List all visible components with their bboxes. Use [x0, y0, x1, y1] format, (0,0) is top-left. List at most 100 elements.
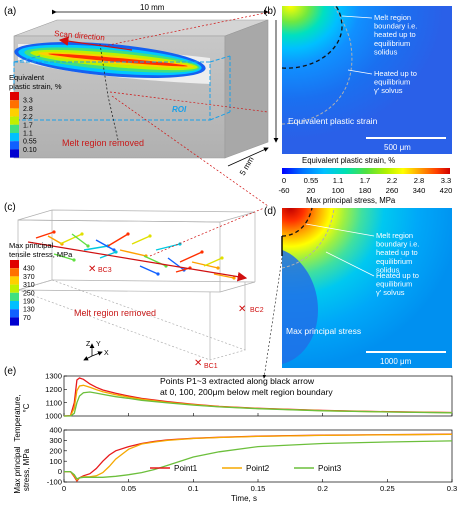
stress-vector-head [86, 244, 90, 248]
temp-ylabel-2: °C [22, 403, 31, 412]
legend-swatch [10, 116, 19, 125]
panel-b: (b) Melt region boundary i.e. heated up to… [264, 5, 452, 154]
stress-tick: 180 [359, 186, 372, 195]
x-tick-label: 0.05 [121, 484, 136, 493]
stress-vector-head [232, 276, 236, 280]
stress-legend-swatches [10, 260, 19, 326]
strain-legend-title-2: plastic strain, % [9, 82, 62, 91]
dim-depth-label: 5 mm [238, 155, 256, 177]
x-tick-label: 0.15 [251, 484, 266, 493]
panel-d: (d) Melt region boundary i.e. heated up to… [262, 206, 452, 379]
y-tick-label: 1100 [46, 398, 62, 407]
stress-vector [203, 257, 223, 267]
strain-tick: 0.55 [304, 176, 319, 185]
stress-vector-head [220, 256, 224, 260]
time-xlabel: Time, s [231, 494, 257, 503]
scan-direction-arrow [58, 36, 133, 51]
y-tick-label: 100 [49, 457, 62, 466]
stress-ylabel-2: stress, MPa [22, 448, 31, 491]
panel-b-label: (b) [264, 6, 276, 17]
field-label-b: Equivalent plastic strain [288, 116, 378, 126]
series-line-point2 [64, 433, 453, 481]
stress-legend-title-1: Max principal [9, 241, 54, 250]
legend-value: 250 [23, 290, 35, 297]
legend-swatch [10, 149, 19, 158]
strain-tick: 2.2 [387, 176, 398, 185]
melt-boundary-d [281, 207, 313, 237]
stress-legend-title-2: tensile stress, MPa [9, 250, 73, 259]
melt-removed-c: Melt region removed [74, 308, 156, 318]
panel-a: (a) ROI 10 mm 5 [4, 3, 289, 207]
stress-colorbar-ticks: -60 20 100 180 260 340 420 [279, 186, 453, 195]
stress-vector [71, 233, 89, 247]
melt-removed-a: Melt region removed [62, 138, 144, 148]
axis-y: Y [96, 341, 101, 348]
panel-c-label: (c) [4, 202, 16, 213]
stress-vector-head [156, 272, 160, 276]
x-tick-label: 0.2 [317, 484, 328, 493]
y-tick-label: 300 [49, 436, 62, 445]
panel-a-label: (a) [4, 6, 16, 17]
legend-value: 370 [23, 274, 35, 281]
stress-vector-head [112, 248, 116, 252]
y-tick-label: 1300 [45, 372, 62, 381]
bc2-label: BC2 [250, 307, 264, 314]
strain-tick: 1.1 [333, 176, 344, 185]
temp-ylabel-1: Temperature, [13, 394, 22, 441]
scan-direction-label: Scan direction [54, 29, 105, 42]
temperature-chart: 1000 1100 1200 1300 [45, 372, 453, 421]
legend-value: 1.1 [23, 131, 33, 138]
legend-swatch [10, 92, 19, 101]
stress-vector [213, 273, 235, 279]
legend-value: 70 [23, 315, 31, 322]
shared-colorbar: Equivalent plastic strain, % 0 0.55 1.1 1.7… [279, 156, 453, 205]
legend-swatch [10, 284, 19, 293]
stress-tick: -60 [279, 186, 290, 195]
connector-a-b1 [103, 11, 271, 47]
strain-tick: 3.3 [441, 176, 452, 185]
strain-tick: 2.8 [414, 176, 425, 185]
plot-frame [63, 429, 453, 483]
panel-e: (e) Points P1~3 extracted along black ar… [4, 366, 457, 503]
legend-swatch [10, 301, 19, 310]
stress-tick: 340 [413, 186, 426, 195]
low-stress-blob [282, 250, 318, 364]
bc1-marker: ✕ [194, 358, 202, 369]
legend-swatch [10, 260, 19, 269]
box-top-face [13, 19, 269, 37]
stress-vector [139, 265, 159, 275]
stress-tick: 20 [307, 186, 315, 195]
legend-swatch [10, 276, 19, 285]
strain-tick: 0 [282, 176, 286, 185]
series-legend: Point1 Point2 Point3 [150, 464, 342, 473]
legend-swatch [10, 317, 19, 326]
legend-swatch [10, 100, 19, 109]
strain-tick: 1.7 [360, 176, 371, 185]
stress-vector-head [52, 230, 56, 234]
legend-swatch [10, 141, 19, 150]
legend-value: 0.55 [23, 139, 37, 146]
stress-vector [167, 257, 185, 271]
melt-boundary-b [281, 5, 343, 69]
dim-depth-arrow [227, 147, 269, 167]
note-line-1: Points P1~3 extracted along black arrow [160, 376, 315, 386]
slice-line [99, 43, 119, 141]
strain-colorbar-ticks: 0 0.55 1.1 1.7 2.2 2.8 3.3 [282, 176, 451, 185]
legend-label-point3: Point3 [318, 464, 342, 473]
stress-vector-head [72, 258, 76, 262]
panel-c: (c) Melt region removed ✕ BC3 ✕ BC2 ✕ BC… [4, 202, 265, 370]
y-tick-label: 200 [49, 446, 62, 455]
stress-vector [95, 239, 115, 251]
bc2-marker: ✕ [238, 304, 246, 315]
note-line-2: at 0, 100, 200μm below melt region bound… [160, 387, 333, 397]
axis-triad [83, 343, 103, 361]
strain-legend-labels: 3.32.82.21.7 1.10.550.10 [23, 98, 37, 154]
roi-label: ROI [172, 105, 187, 114]
strain-contour-a [14, 41, 206, 79]
legend-value: 1.7 [23, 122, 33, 129]
field-label-d: Max principal stress [286, 326, 361, 336]
stress-vector [119, 249, 147, 257]
